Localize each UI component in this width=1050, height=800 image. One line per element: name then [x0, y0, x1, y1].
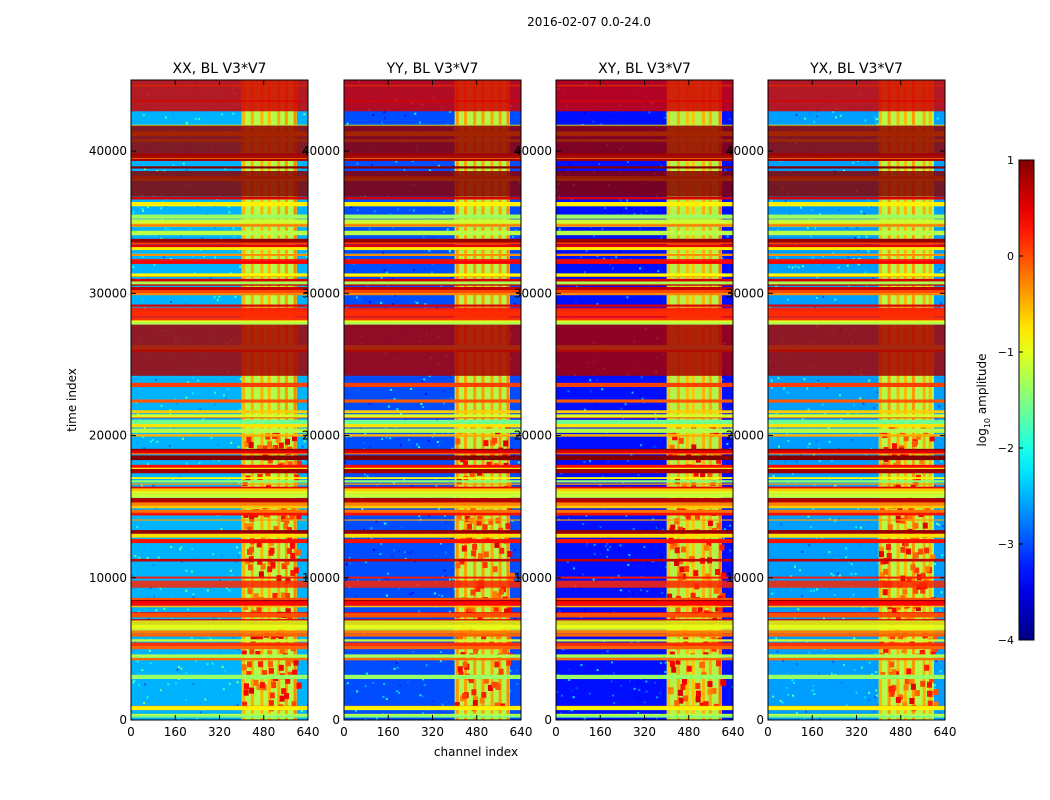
- y-tick-label: 10000: [302, 571, 340, 585]
- y-tick-label: 30000: [514, 286, 552, 300]
- y-tick-label: 20000: [89, 429, 127, 443]
- y-tick-label: 40000: [514, 144, 552, 158]
- x-tick-label: 320: [633, 725, 656, 739]
- y-tick-label: 0: [332, 713, 340, 727]
- x-tick-label: 480: [465, 725, 488, 739]
- panel-1: YY, BL V3*V7 0 160 320 480 640 0 10000 20000 3000…: [302, 61, 533, 739]
- panel-title: XY, BL V3*V7: [598, 61, 691, 77]
- x-tick-label: 0: [764, 725, 772, 739]
- x-tick-label: 160: [801, 725, 824, 739]
- x-tick-label: 0: [552, 725, 560, 739]
- y-tick-label: 20000: [726, 429, 764, 443]
- panel-title: XX, BL V3*V7: [173, 61, 267, 77]
- colorbar-tick-label: 1: [1007, 154, 1014, 167]
- colorbar-tick-label: −1: [998, 346, 1014, 359]
- panels: XX, BL V3*V7 0 160 320 480 640 0 10000 20000 3000…: [89, 61, 957, 739]
- y-tick-label: 40000: [302, 144, 340, 158]
- colorbar-label: log10 amplitude: [975, 354, 992, 447]
- colorbar-tick-label: −4: [998, 634, 1014, 647]
- x-tick-label: 320: [208, 725, 231, 739]
- y-tick-label: 30000: [726, 286, 764, 300]
- y-tick-label: 0: [756, 713, 764, 727]
- y-tick-label: 0: [544, 713, 552, 727]
- y-tick-label: 10000: [89, 571, 127, 585]
- y-tick-label: 30000: [302, 286, 340, 300]
- figure-title: 2016-02-07 0.0-24.0: [527, 15, 651, 29]
- x-tick-label: 0: [340, 725, 348, 739]
- y-tick-label: 20000: [302, 429, 340, 443]
- x-tick-label: 320: [845, 725, 868, 739]
- panel-title: YY, BL V3*V7: [386, 61, 479, 77]
- y-tick-label: 0: [119, 713, 127, 727]
- panel-0: XX, BL V3*V7 0 160 320 480 640 0 10000 20000 3000…: [89, 61, 320, 739]
- x-tick-label: 640: [510, 725, 533, 739]
- y-tick-label: 10000: [726, 571, 764, 585]
- y-axis-label: time index: [65, 368, 79, 432]
- x-tick-label: 0: [127, 725, 135, 739]
- x-tick-label: 160: [589, 725, 612, 739]
- colorbar-tick-label: −2: [998, 442, 1014, 455]
- x-tick-label: 160: [377, 725, 400, 739]
- x-tick-label: 480: [252, 725, 275, 739]
- heatmap-image: [344, 80, 521, 720]
- panel-title: YX, BL V3*V7: [809, 61, 903, 77]
- x-tick-label: 640: [722, 725, 745, 739]
- panel-2: XY, BL V3*V7 0 160 320 480 640 0 10000 20000 3000…: [514, 61, 745, 739]
- y-tick-label: 30000: [89, 286, 127, 300]
- colorbar-tick-label: 0: [1007, 250, 1014, 263]
- colorbar: 1 0 −1 −2 −3 −4 log10 amplitude: [975, 154, 1035, 647]
- heatmap-image: [556, 80, 733, 720]
- y-tick-label: 20000: [514, 429, 552, 443]
- x-tick-label: 640: [934, 725, 957, 739]
- heatmap-image: [131, 80, 308, 720]
- x-tick-label: 640: [297, 725, 320, 739]
- y-tick-label: 40000: [726, 144, 764, 158]
- x-tick-label: 160: [164, 725, 187, 739]
- y-tick-label: 40000: [89, 144, 127, 158]
- panel-3: YX, BL V3*V7 0 160 320 480 640 0 10000 20000 3000…: [726, 61, 957, 739]
- x-tick-label: 320: [421, 725, 444, 739]
- colorbar-tick-label: −3: [998, 538, 1014, 551]
- colorbar-scale: [1018, 159, 1035, 641]
- y-tick-label: 10000: [514, 571, 552, 585]
- x-tick-label: 480: [677, 725, 700, 739]
- x-tick-label: 480: [889, 725, 912, 739]
- heatmap-image: [768, 80, 945, 720]
- x-axis-label: channel index: [434, 745, 518, 759]
